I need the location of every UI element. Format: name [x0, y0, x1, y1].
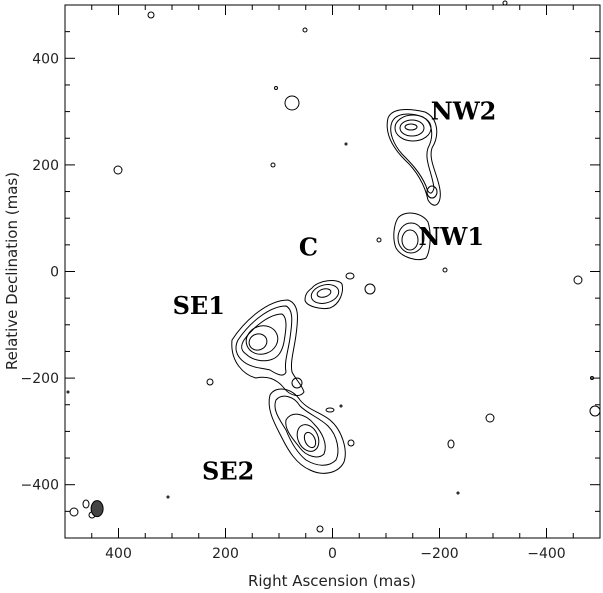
- noise-contour: [113, 165, 123, 175]
- noise-contour: [364, 283, 376, 295]
- se2-contour: [268, 388, 346, 474]
- component-label-c: C: [299, 233, 318, 262]
- ticks: 400 200 0 −200 −400 400 200 0 −200 −400: [21, 4, 601, 562]
- noise-contour: [284, 95, 300, 111]
- nw2-contour: [394, 114, 432, 142]
- noise-contour: [302, 27, 308, 33]
- y-tick-label: −400: [21, 478, 59, 494]
- c-contour: [304, 280, 343, 309]
- nw2-contour: [399, 119, 425, 137]
- y-tick-label: 200: [32, 158, 59, 174]
- y-tick-label: 400: [32, 51, 59, 67]
- noise-contour: [589, 405, 601, 417]
- c-contour: [310, 284, 340, 304]
- noise-contour: [69, 507, 79, 517]
- noise-contour: [376, 237, 382, 243]
- noise-contour: [590, 376, 594, 380]
- noise-contour: [66, 390, 70, 394]
- x-tick-label: −400: [527, 546, 565, 562]
- nw2-contour: [390, 113, 435, 194]
- contour-layer: [66, 0, 601, 533]
- y-tick-label: 0: [50, 265, 59, 281]
- nw1-contour: [401, 229, 419, 251]
- component-label-nw2: NW2: [431, 97, 497, 126]
- y-tick-label: −200: [21, 371, 59, 387]
- plot-frame: [64, 4, 601, 539]
- noise-contour: [270, 162, 276, 168]
- noise-contour: [206, 378, 214, 386]
- c-contour: [316, 288, 332, 298]
- se2-contour: [296, 424, 320, 452]
- noise-contour: [147, 11, 155, 19]
- component-label-nw1: NW1: [418, 222, 484, 251]
- se2-contour: [285, 413, 326, 458]
- se2-contour: [274, 395, 339, 466]
- x-tick-label: 0: [328, 546, 337, 562]
- nw2-contour: [404, 123, 418, 131]
- y-axis-label: Relative Declination (mas): [3, 172, 21, 370]
- noise-contour: [166, 495, 170, 499]
- noise-contour: [573, 275, 583, 285]
- noise-contour: [339, 404, 343, 408]
- noise-contour: [485, 413, 495, 423]
- se1-contour: [245, 325, 279, 355]
- noise-contour: [502, 0, 508, 6]
- noise-contour: [345, 272, 355, 280]
- x-axis-label: Right Ascension (mas): [248, 572, 416, 590]
- se1-contour: [248, 333, 268, 351]
- beam-ellipse: [90, 500, 104, 518]
- x-tick-label: −200: [420, 546, 458, 562]
- component-label-se2: SE2: [202, 456, 254, 485]
- noise-contour: [316, 525, 324, 533]
- component-label-se1: SE1: [173, 291, 225, 320]
- noise-contour: [344, 142, 348, 146]
- se1-contour: [235, 305, 293, 376]
- x-tick-label: 400: [105, 546, 132, 562]
- se1-contour: [231, 299, 305, 396]
- noise-contour: [456, 491, 460, 495]
- component-labels: NW2 NW1 C SE1 SE2: [173, 97, 497, 486]
- nw2-contour: [426, 185, 438, 199]
- noise-contour: [442, 267, 448, 273]
- se1-se2-bridge-contour: [291, 377, 303, 389]
- se2-contour: [303, 431, 317, 449]
- nw2-contour: [386, 109, 441, 206]
- noise-contour: [347, 439, 355, 447]
- se1-contour: [241, 313, 287, 362]
- x-tick-label: 200: [212, 546, 239, 562]
- noise-contour: [82, 499, 90, 509]
- nw1-contour: [397, 222, 425, 254]
- nw1-contour: [393, 212, 431, 261]
- noise-contour: [447, 439, 455, 449]
- noise-contour: [325, 407, 335, 413]
- noise-contour: [274, 86, 278, 90]
